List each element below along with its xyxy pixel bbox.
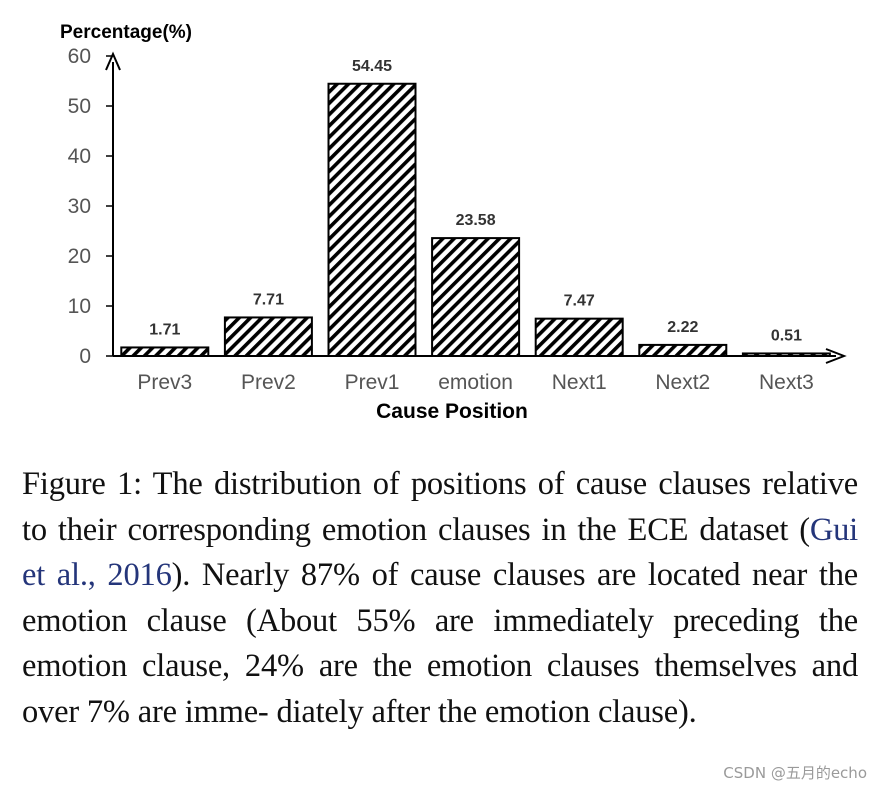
category-label-next2: Next2 (655, 371, 710, 394)
value-label-next2: 2.22 (667, 319, 698, 336)
y-tick-label: 40 (68, 145, 91, 168)
y-tick-label: 60 (68, 45, 91, 68)
figure-caption: Figure 1: The distribution of positions … (22, 462, 858, 736)
value-label-prev1: 54.45 (352, 58, 392, 75)
bar-emotion (431, 237, 521, 358)
y-tick-label: 20 (68, 245, 91, 268)
category-label-prev2: Prev2 (241, 371, 296, 394)
y-tick-label: 10 (68, 295, 91, 318)
value-label-prev2: 7.71 (253, 291, 284, 308)
y-tick-label: 30 (68, 195, 91, 218)
value-label-next3: 0.51 (771, 327, 802, 344)
category-label-next3: Next3 (759, 371, 814, 394)
category-label-next1: Next1 (552, 371, 607, 394)
y-axis-ticks: 0 10 20 30 40 50 60 (68, 45, 113, 368)
value-label-next1: 7.47 (564, 293, 595, 310)
caption-text-before: The distribution of positions of cause c… (22, 466, 858, 548)
category-label-emotion: emotion (438, 371, 513, 394)
y-axis-arrow (105, 51, 121, 71)
category-label-prev1: Prev1 (345, 371, 400, 394)
bar-next1 (534, 317, 624, 357)
value-label-prev3: 1.71 (149, 321, 180, 338)
y-axis-title: Percentage(%) (60, 22, 192, 43)
bar-prev1 (327, 82, 417, 357)
caption-text-after: ). Nearly 87% of cause clauses are locat… (22, 557, 858, 730)
bar-prev2 (223, 316, 313, 358)
bar-next2 (638, 343, 728, 357)
value-label-emotion: 23.58 (456, 212, 496, 229)
value-labels: 1.71 7.71 54.45 23.58 7.47 2.22 0.51 (149, 58, 802, 345)
x-axis-categories: Prev3 Prev2 Prev1 emotion Next1 Next2 Next3 (137, 371, 813, 394)
bars (120, 82, 831, 358)
watermark: CSDN @五月的echo (723, 764, 867, 782)
y-tick-label: 0 (79, 345, 91, 368)
bar-chart: Percentage(%) 0 10 20 30 40 50 60 1.71 7.71 54.4… (60, 22, 847, 423)
caption-label: Figure 1: (22, 466, 142, 502)
category-label-prev3: Prev3 (137, 371, 192, 394)
citation-link[interactable]: Gui et al., 2016 (22, 511, 858, 594)
y-tick-label: 50 (68, 95, 91, 118)
x-axis-arrow (825, 348, 847, 364)
x-axis-title: Cause Position (376, 400, 528, 423)
bar-prev3 (120, 346, 210, 358)
